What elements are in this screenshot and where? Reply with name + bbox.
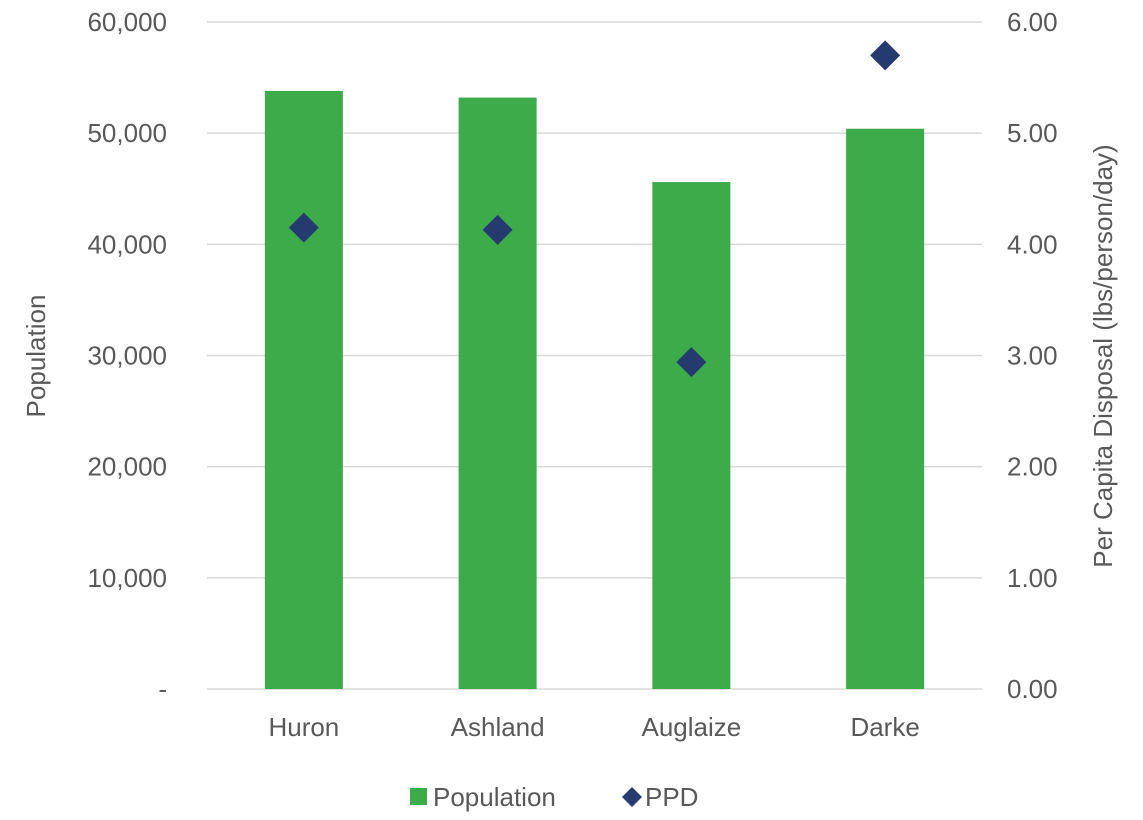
y-tick-label: 30,000	[87, 341, 167, 371]
legend-population-label: Population	[433, 782, 556, 812]
marker-ppd-ashland	[482, 214, 513, 245]
bar-population-auglaize	[652, 182, 731, 689]
marker-ppd-darke	[870, 40, 901, 71]
y-tick-label: 60,000	[87, 7, 167, 37]
bar-population-darke	[846, 128, 925, 690]
y2-tick-label: 0.00	[1007, 674, 1058, 704]
y-axis-title: Population	[21, 295, 51, 418]
x-tick-label: Ashland	[451, 712, 545, 742]
x-tick-label: Auglaize	[642, 712, 742, 742]
marker-ppd-auglaize	[676, 347, 707, 378]
x-tick-label: Huron	[268, 712, 339, 742]
y-tick-label: -	[158, 674, 167, 704]
y2-tick-label: 3.00	[1007, 341, 1058, 371]
y2-tick-label: 4.00	[1007, 229, 1058, 259]
y-tick-label: 20,000	[87, 452, 167, 482]
bar-population-ashland	[458, 97, 537, 690]
y2-tick-label: 1.00	[1007, 563, 1058, 593]
y2-axis-title: Per Capita Disposal (lbs/person/day)	[1088, 144, 1118, 567]
y2-tick-label: 5.00	[1007, 118, 1058, 148]
y2-tick-label: 2.00	[1007, 452, 1058, 482]
left-y-axis: - 10,000 20,000 30,000 40,000 50,000 60,000	[87, 7, 167, 704]
y-tick-label: 40,000	[87, 229, 167, 259]
legend-population-swatch	[410, 788, 427, 805]
population-bars	[264, 90, 925, 690]
y2-tick-label: 6.00	[1007, 7, 1058, 37]
legend-ppd-marker	[622, 787, 642, 807]
ppd-markers	[288, 40, 901, 378]
y-tick-label: 10,000	[87, 563, 167, 593]
legend: Population PPD	[410, 782, 698, 812]
x-tick-label: Darke	[850, 712, 919, 742]
x-axis: Huron Ashland Auglaize Darke	[268, 712, 919, 742]
legend-ppd-label: PPD	[645, 782, 698, 812]
right-y-axis: 0.00 1.00 2.00 3.00 4.00 5.00 6.00	[1007, 7, 1058, 704]
y-tick-label: 50,000	[87, 118, 167, 148]
bar-population-huron	[264, 90, 343, 689]
marker-ppd-huron	[288, 212, 319, 243]
